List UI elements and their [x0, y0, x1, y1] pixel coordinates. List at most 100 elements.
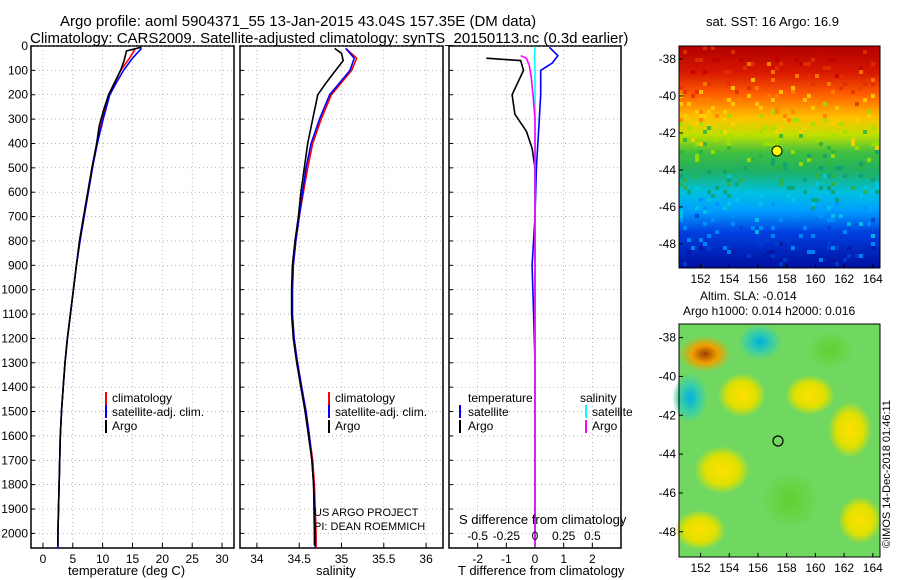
sst-pixel: [679, 122, 683, 126]
sst-pixel: [791, 246, 795, 250]
y-tick-label: 900: [8, 258, 28, 272]
sst-pixel: [803, 178, 807, 182]
sst-pixel: [755, 46, 759, 50]
sst-pixel: [823, 114, 827, 118]
sst-pixel: [703, 130, 707, 134]
sst-pixel: [767, 234, 771, 238]
sst-pixel: [751, 78, 755, 82]
sst-pixel: [707, 98, 711, 102]
sst-pixel: [847, 246, 851, 250]
x-tick-label: -1: [501, 552, 512, 566]
sst-pixel: [843, 230, 847, 234]
sst-pixel: [827, 58, 831, 62]
sst-pixel: [695, 90, 699, 94]
legend-label-t-argo: Argo: [468, 419, 494, 433]
series-line-s-argo: [520, 54, 536, 546]
sst-pixel: [679, 86, 683, 90]
series-line-t-argo: [486, 57, 536, 546]
sst-pixel: [875, 190, 879, 194]
sla-map-title-1: Altim. SLA: -0.014: [700, 289, 797, 303]
map-lat-label: -46: [659, 486, 677, 500]
sst-pixel: [683, 162, 687, 166]
salinity-axis: 34 34.5 35 35.5 36: [250, 552, 433, 566]
sst-pixel: [875, 46, 879, 50]
sst-pixel: [767, 238, 771, 242]
sst-pixel: [731, 250, 735, 254]
sst-pixel: [731, 102, 735, 106]
project-annotation: US ARGO PROJECT: [314, 507, 419, 519]
sst-pixel: [695, 78, 699, 82]
s-diff-tick-label: 0: [532, 529, 539, 543]
s-diff-tick-label: 0.25: [552, 529, 576, 543]
sst-pixel: [815, 74, 819, 78]
sst-pixel: [679, 182, 683, 186]
sst-pixel: [747, 134, 751, 138]
x-tick-label: 36: [419, 552, 433, 566]
sst-pixel: [863, 190, 867, 194]
sst-pixel: [767, 62, 771, 66]
sst-pixel: [863, 130, 867, 134]
sst-pixel: [683, 226, 687, 230]
sst-pixel: [727, 142, 731, 146]
sst-pixel: [775, 130, 779, 134]
sst-pixel: [747, 258, 751, 262]
sst-pixel: [831, 174, 835, 178]
map-lat-label: -42: [659, 126, 677, 140]
sst-pixel: [867, 46, 871, 50]
sst-pixel: [679, 102, 683, 106]
sst-pixel: [771, 126, 775, 130]
sst-pixel: [691, 46, 695, 50]
sst-pixel: [679, 210, 683, 214]
y-tick-label: 200: [8, 88, 28, 102]
sst-pixel: [811, 58, 815, 62]
sst-pixel: [871, 62, 875, 66]
sst-pixel: [739, 50, 743, 54]
sst-pixel: [807, 158, 811, 162]
sst-pixel: [803, 62, 807, 66]
sst-pixel: [679, 90, 683, 94]
sst-pixel: [759, 130, 763, 134]
sst-pixel: [867, 158, 871, 162]
sst-pixel: [747, 94, 751, 98]
sst-pixel: [771, 202, 775, 206]
sst-pixel: [863, 186, 867, 190]
sst-pixel: [795, 58, 799, 62]
sla-high-anomaly: [694, 446, 750, 494]
sst-pixel: [711, 106, 715, 110]
sst-pixel: [775, 46, 779, 50]
sla-map-title-2: Argo h1000: 0.014 h2000: 0.016: [683, 304, 855, 318]
x-tick-label: 2: [589, 552, 596, 566]
y-tick-label: 500: [8, 161, 28, 175]
sst-pixel: [755, 238, 759, 242]
sst-pixel: [831, 258, 835, 262]
sst-pixel: [791, 110, 795, 114]
map-lon-label: 152: [691, 272, 711, 286]
x-tick-label: 10: [96, 552, 110, 566]
sst-pixel: [695, 110, 699, 114]
sst-pixel: [751, 226, 755, 230]
sst-pixel: [871, 234, 875, 238]
sst-pixel: [839, 166, 843, 170]
sst-pixel: [851, 90, 855, 94]
sst-pixel: [807, 94, 811, 98]
sst-pixel: [683, 186, 687, 190]
sst-pixel: [875, 142, 879, 146]
sst-pixel: [771, 234, 775, 238]
sst-pixel: [755, 102, 759, 106]
sst-pixel: [695, 174, 699, 178]
sst-pixel: [699, 90, 703, 94]
y-tick-label: 1400: [1, 380, 28, 394]
map-lon-label: 156: [748, 272, 768, 286]
sst-pixel: [851, 142, 855, 146]
sst-pixel: [811, 198, 815, 202]
map-lon-label: 160: [805, 561, 825, 575]
sst-pixel: [771, 162, 775, 166]
sst-pixel: [815, 198, 819, 202]
s-diff-tick-label: -0.25: [493, 529, 521, 543]
sst-pixel: [715, 202, 719, 206]
sst-pixel: [799, 134, 803, 138]
sla-high-anomaly: [785, 375, 835, 415]
sst-pixel: [815, 50, 819, 54]
sst-pixel: [843, 258, 847, 262]
